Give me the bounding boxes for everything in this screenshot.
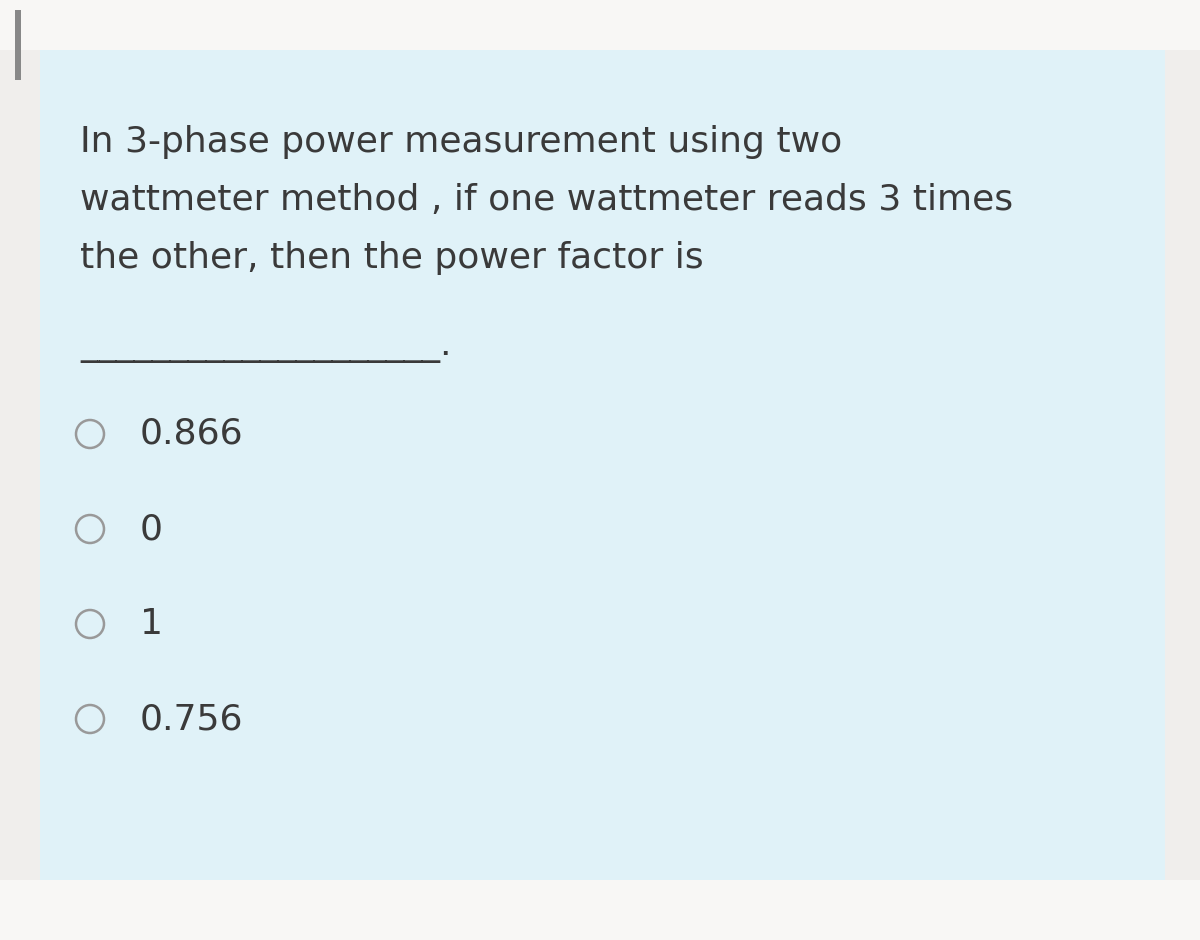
Circle shape xyxy=(76,610,104,638)
Text: 0.756: 0.756 xyxy=(140,702,244,736)
Text: 1: 1 xyxy=(140,607,163,641)
Text: 0: 0 xyxy=(140,512,163,546)
Text: ____________________.: ____________________. xyxy=(80,329,451,363)
Bar xyxy=(0,880,1200,940)
Bar xyxy=(14,10,22,80)
Text: 0.866: 0.866 xyxy=(140,417,244,451)
Text: wattmeter method , if one wattmeter reads 3 times: wattmeter method , if one wattmeter read… xyxy=(80,183,1013,217)
Text: the other, then the power factor is: the other, then the power factor is xyxy=(80,241,703,275)
Circle shape xyxy=(76,705,104,733)
Bar xyxy=(40,50,1165,880)
Bar xyxy=(0,0,1200,50)
Circle shape xyxy=(76,420,104,448)
Text: In 3-phase power measurement using two: In 3-phase power measurement using two xyxy=(80,125,842,159)
Circle shape xyxy=(76,515,104,543)
